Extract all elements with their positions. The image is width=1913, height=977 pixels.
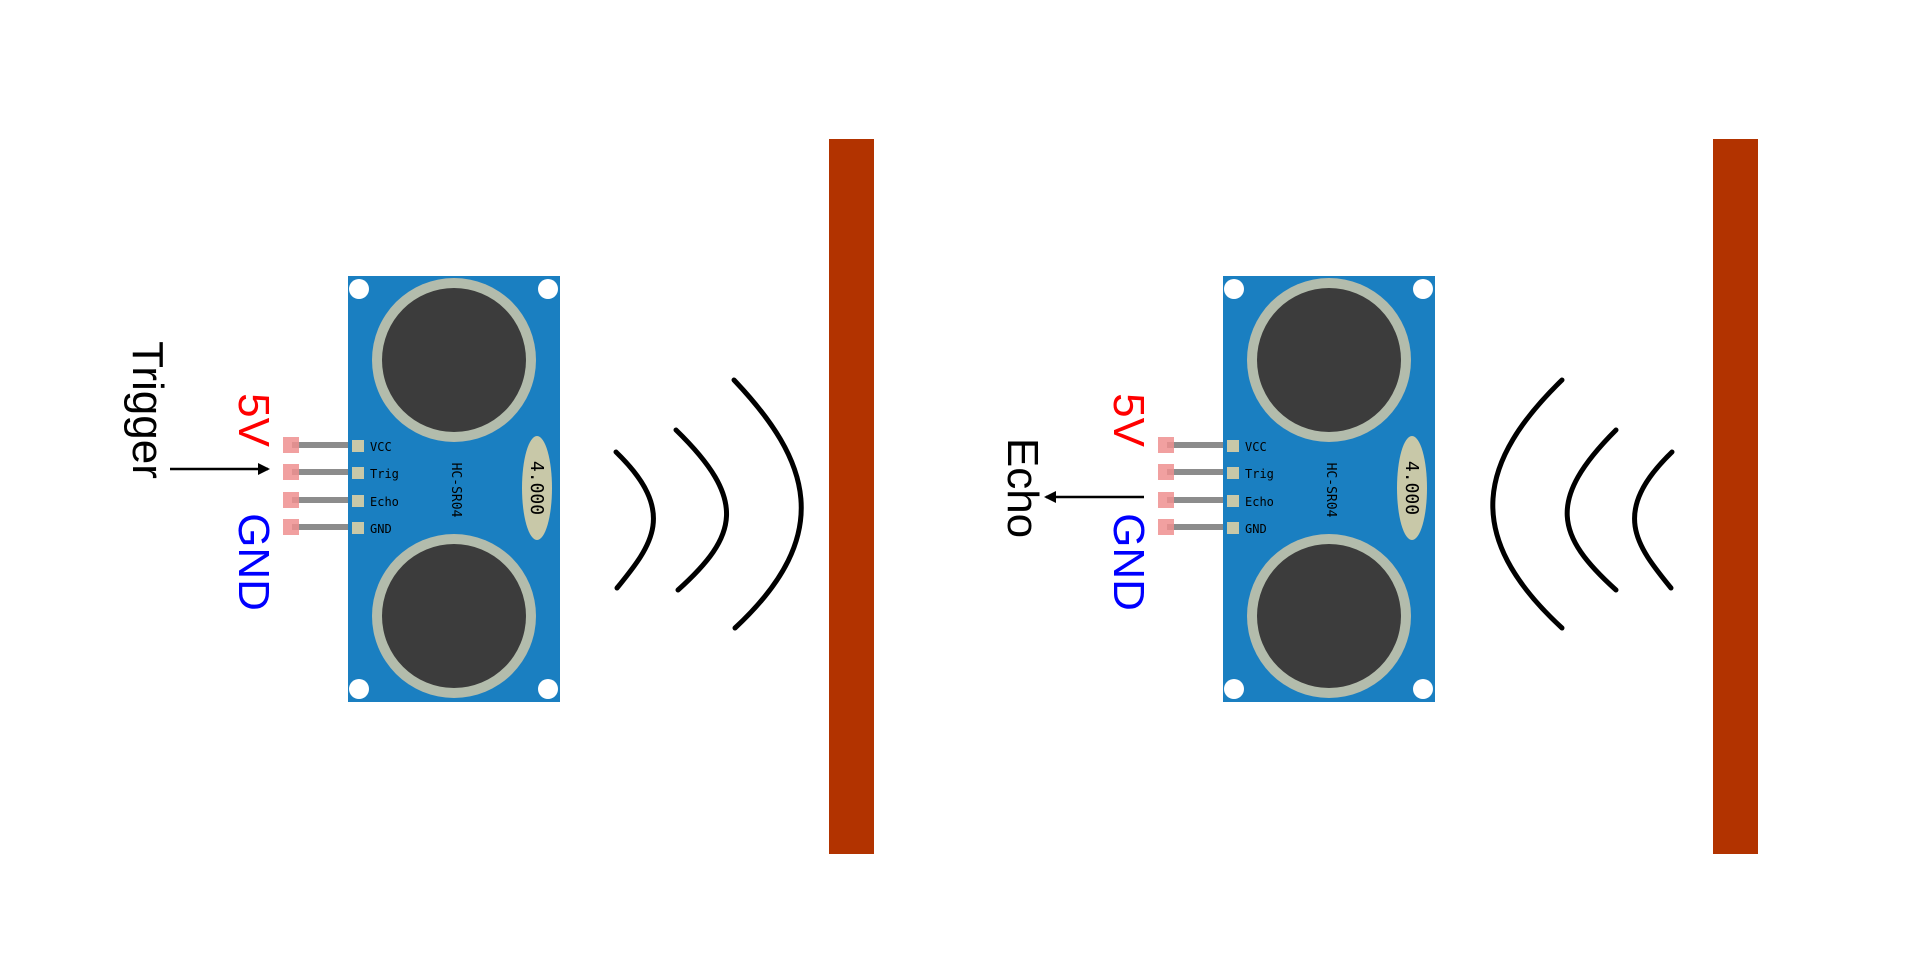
label-gnd: GND: [1104, 513, 1153, 611]
pin-gnd: [1167, 524, 1223, 530]
reflecting-wall: [829, 139, 874, 854]
sensor-board: 4.000 HC-SR04 VCC Trig Echo GND: [1223, 276, 1435, 702]
wave-arc: [613, 449, 656, 591]
wave-arc: [673, 427, 729, 593]
mount-hole: [1224, 679, 1244, 699]
pin-pad: [1227, 440, 1239, 452]
transducer-top: [372, 278, 536, 442]
label-echo: Echo: [998, 438, 1047, 538]
transducer-bottom: [372, 534, 536, 698]
transducer-bottom: [1247, 534, 1411, 698]
pin-gnd: [292, 524, 348, 530]
wave-arc: [1490, 377, 1565, 631]
mount-hole: [349, 679, 369, 699]
pin-end: [283, 492, 299, 508]
header-pins: [1158, 437, 1223, 535]
crystal-label: 4.000: [526, 461, 547, 515]
pin-end: [283, 519, 299, 535]
pin-end: [283, 437, 299, 453]
label-5v: 5V: [229, 393, 278, 447]
sound-waves-outgoing: [613, 377, 804, 631]
pin-label-gnd: GND: [370, 522, 392, 536]
pin-label-trig: Trig: [1245, 467, 1274, 481]
pin-pad: [1227, 495, 1239, 507]
crystal-oscillator: 4.000: [1397, 436, 1427, 540]
pin-end: [1158, 464, 1174, 480]
sound-waves-returning: [1490, 377, 1675, 631]
pin-label-echo: Echo: [1245, 495, 1274, 509]
pin-label-gnd: GND: [1245, 522, 1267, 536]
pin-end: [1158, 519, 1174, 535]
label-trigger: Trigger: [123, 341, 172, 479]
pin-end: [1158, 437, 1174, 453]
wave-arc: [731, 377, 804, 631]
pin-label-trig: Trig: [370, 467, 399, 481]
pin-echo: [1167, 497, 1223, 503]
label-5v: 5V: [1104, 393, 1153, 447]
crystal-oscillator: 4.000: [522, 436, 552, 540]
pin-label-vcc: VCC: [370, 440, 392, 454]
wave-arc: [1632, 449, 1675, 591]
pin-pad: [352, 495, 364, 507]
mount-hole: [1413, 279, 1433, 299]
pin-label-vcc: VCC: [1245, 440, 1267, 454]
mount-hole: [538, 679, 558, 699]
pin-pad: [352, 440, 364, 452]
model-label: HC-SR04: [448, 463, 463, 518]
label-gnd: GND: [229, 513, 278, 611]
transducer-top: [1247, 278, 1411, 442]
crystal-label: 4.000: [1401, 461, 1422, 515]
pin-echo: [292, 497, 348, 503]
pin-vcc: [292, 442, 348, 448]
right-panel: 4.000 HC-SR04 VCC Trig Echo GND 5V GND E…: [998, 139, 1758, 854]
pin-end: [283, 464, 299, 480]
pin-pad: [1227, 522, 1239, 534]
mount-hole: [538, 279, 558, 299]
pin-trig: [1167, 469, 1223, 475]
pin-vcc: [1167, 442, 1223, 448]
mount-hole: [1224, 279, 1244, 299]
sensor-board: 4.000 HC-SR04 VCC Trig Echo GND: [348, 276, 560, 702]
mount-hole: [1413, 679, 1433, 699]
model-label: HC-SR04: [1323, 463, 1338, 518]
left-panel: 4.000 HC-SR04 VCC Trig Echo GND: [123, 139, 874, 854]
reflecting-wall: [1713, 139, 1758, 854]
pin-pad: [352, 522, 364, 534]
wave-arc: [1564, 427, 1619, 593]
pin-end: [1158, 492, 1174, 508]
pin-label-echo: Echo: [370, 495, 399, 509]
pin-pad: [352, 467, 364, 479]
mount-hole: [349, 279, 369, 299]
header-pins: [283, 437, 348, 535]
pin-pad: [1227, 467, 1239, 479]
pin-trig: [292, 469, 348, 475]
